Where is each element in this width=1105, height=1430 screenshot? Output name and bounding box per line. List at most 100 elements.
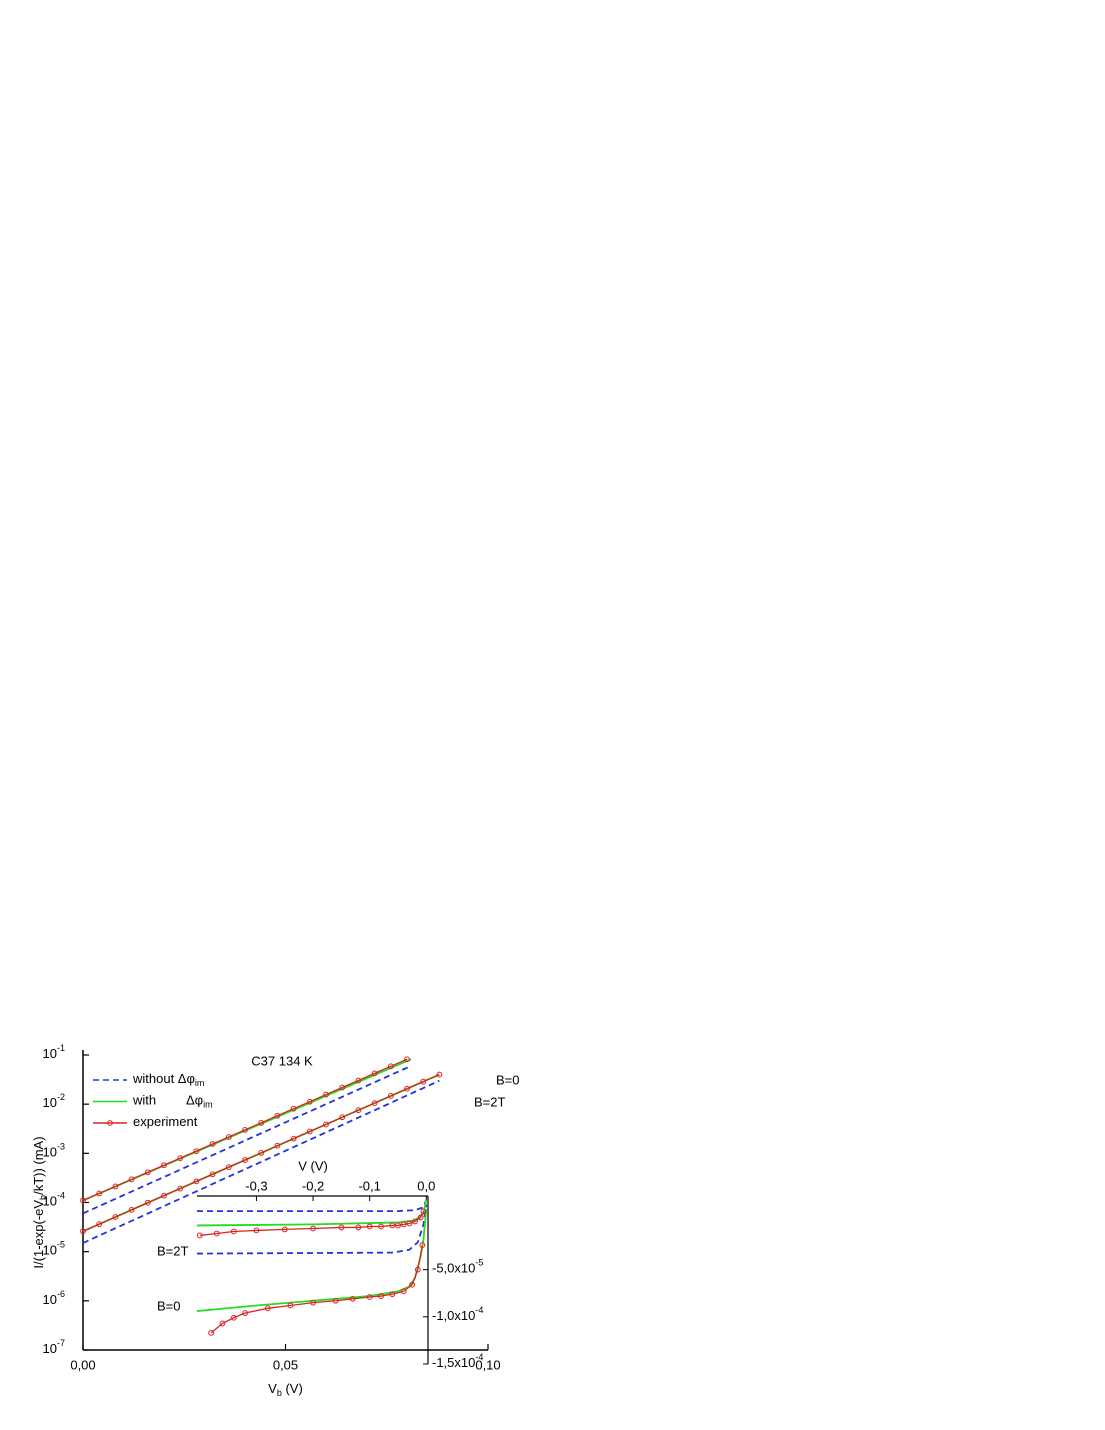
series-line bbox=[196, 1199, 428, 1227]
data-point bbox=[144, 1169, 151, 1176]
y-tick-label-part: 10 bbox=[43, 1145, 57, 1160]
y-tick-label: 10-2 bbox=[43, 1093, 65, 1111]
data-point bbox=[436, 1071, 443, 1078]
data-point bbox=[112, 1183, 119, 1190]
data-point bbox=[404, 1085, 410, 1092]
data-point bbox=[193, 1148, 200, 1155]
legend-label: without Δφim bbox=[132, 1071, 204, 1088]
data-point bbox=[96, 1190, 103, 1197]
legend-marker bbox=[107, 1120, 113, 1126]
inset-annotation: B=2T bbox=[157, 1243, 188, 1258]
y-axis-label-part: I/(1-exp(-eV bbox=[31, 1200, 46, 1269]
x-tick-label: 0,00 bbox=[70, 1357, 95, 1372]
data-point bbox=[193, 1178, 200, 1185]
y-tick-label: 10-4 bbox=[43, 1191, 65, 1209]
y-tick-label-part: -5 bbox=[57, 1240, 65, 1250]
data-point bbox=[177, 1185, 184, 1192]
data-point bbox=[366, 1294, 373, 1300]
data-point bbox=[355, 1107, 362, 1114]
data-point bbox=[128, 1176, 135, 1183]
legend-label: with bbox=[132, 1093, 156, 1108]
y-tick-label-part: 10 bbox=[43, 1194, 57, 1209]
data-point bbox=[242, 1157, 248, 1163]
data-point bbox=[213, 1230, 220, 1237]
data-point bbox=[400, 1288, 407, 1295]
annotation: B=2T bbox=[474, 1094, 505, 1109]
data-point bbox=[339, 1114, 346, 1121]
data-point bbox=[371, 1070, 378, 1077]
data-point bbox=[414, 1266, 421, 1273]
data-point bbox=[378, 1293, 384, 1299]
x-tick-label: 0,05 bbox=[273, 1357, 298, 1372]
data-point bbox=[400, 1221, 407, 1228]
data-point bbox=[366, 1223, 373, 1230]
data-point bbox=[253, 1227, 260, 1234]
data-point bbox=[177, 1155, 184, 1162]
data-point bbox=[338, 1224, 345, 1231]
y-tick-label: 10-3 bbox=[43, 1142, 65, 1160]
data-point bbox=[80, 1228, 86, 1235]
y-tick-label-part: -3 bbox=[57, 1142, 65, 1152]
legend-label: experiment bbox=[133, 1114, 198, 1129]
data-point bbox=[258, 1119, 265, 1126]
y-tick-label-part: 10 bbox=[43, 1096, 57, 1111]
inset-y-tick-label-part: -4 bbox=[475, 1352, 483, 1362]
data-point bbox=[417, 1214, 424, 1221]
y-axis-label: I/(1-exp(-eVb/kT)) (mA) bbox=[31, 1136, 48, 1268]
data-point bbox=[225, 1134, 232, 1140]
x-axis-label-part: V bbox=[268, 1381, 277, 1396]
legend-label-part: im bbox=[203, 1100, 213, 1110]
data-point bbox=[387, 1063, 394, 1070]
data-point bbox=[332, 1297, 339, 1304]
inset-y-tick-label-part: -1,5x10 bbox=[432, 1355, 475, 1370]
inset-x-tick-label: -0,2 bbox=[302, 1178, 324, 1193]
y-tick-label: 10-5 bbox=[43, 1240, 65, 1258]
y-axis-label-part: b bbox=[38, 1195, 48, 1200]
data-point bbox=[287, 1302, 294, 1309]
data-point bbox=[161, 1192, 167, 1199]
series-line bbox=[82, 1079, 440, 1244]
data-point bbox=[209, 1171, 216, 1178]
y-axis-label-part: /kT)) (mA) bbox=[31, 1136, 46, 1194]
x-axis-label-part: (V) bbox=[282, 1381, 303, 1396]
inset-y-tick-label-part: -5 bbox=[475, 1258, 483, 1268]
data-point bbox=[412, 1218, 418, 1225]
legend-label: Δφim bbox=[186, 1093, 213, 1110]
y-tick-label-part: 10 bbox=[43, 1341, 57, 1356]
y-tick-label: 10-1 bbox=[43, 1043, 65, 1061]
data-point bbox=[144, 1199, 151, 1206]
data-point bbox=[80, 1197, 86, 1204]
data-point bbox=[406, 1220, 413, 1227]
data-point bbox=[323, 1121, 329, 1128]
inset-y-tick-label: -5,0x10-5 bbox=[432, 1258, 483, 1276]
data-point bbox=[128, 1206, 135, 1213]
data-point bbox=[208, 1329, 215, 1336]
data-point bbox=[161, 1162, 167, 1169]
data-point bbox=[389, 1291, 396, 1298]
data-point bbox=[242, 1126, 248, 1133]
data-point bbox=[389, 1222, 396, 1229]
inset-y-tick-label-part: -4 bbox=[475, 1305, 483, 1315]
data-point bbox=[290, 1135, 297, 1142]
x-axis-label-part: b bbox=[277, 1388, 282, 1398]
data-point bbox=[339, 1084, 346, 1091]
y-tick-label: 10-6 bbox=[43, 1289, 65, 1307]
annotation: B=0 bbox=[496, 1072, 520, 1087]
inset-x-label: V (V) bbox=[298, 1158, 328, 1173]
data-point bbox=[419, 1242, 426, 1248]
data-point bbox=[395, 1222, 401, 1229]
series-line bbox=[196, 1204, 428, 1255]
series-line bbox=[82, 1058, 408, 1202]
chart-title: C37 134 K bbox=[251, 1053, 313, 1068]
y-tick-label: 10-7 bbox=[43, 1338, 65, 1356]
data-point bbox=[306, 1128, 313, 1135]
data-point bbox=[230, 1228, 237, 1235]
data-point bbox=[290, 1105, 297, 1112]
series-line bbox=[82, 1073, 440, 1232]
legend-label-part: Δφ bbox=[186, 1093, 203, 1108]
data-point bbox=[274, 1112, 281, 1119]
data-point bbox=[96, 1221, 103, 1228]
data-point bbox=[242, 1310, 249, 1316]
